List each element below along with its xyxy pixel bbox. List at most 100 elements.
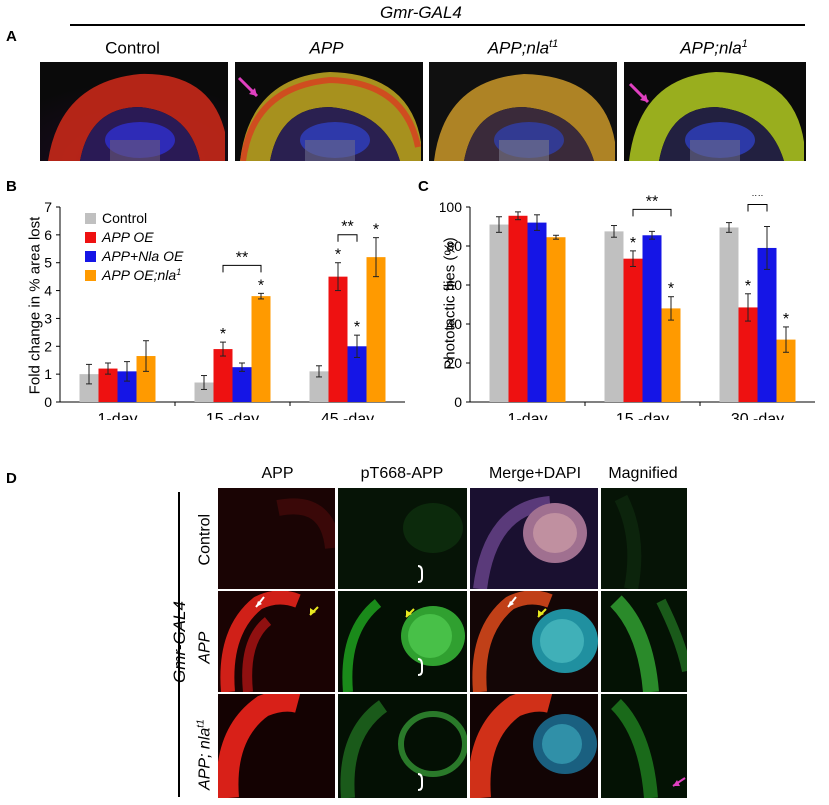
legend-swatch (85, 232, 96, 243)
y-tick-label: 0 (454, 394, 462, 410)
panel-d-image-app-pt668 (338, 591, 467, 692)
panel-d-row-control: Control (196, 513, 214, 566)
panel-d-col-magnified: Magnified (608, 465, 678, 482)
y-tick-label: 40 (446, 316, 462, 332)
y-tick-label: 1 (44, 366, 52, 382)
significance-star: * (373, 222, 379, 239)
significance-star: * (783, 311, 789, 328)
panel-d-image-nlat1-merge (470, 694, 598, 798)
bar (719, 227, 739, 402)
bar (738, 307, 758, 402)
panel-a-label-app-nlat1: APP;nlat1 (487, 38, 559, 58)
significance-bracket (337, 234, 358, 242)
category-label: 1-day (97, 411, 137, 420)
bar (757, 247, 777, 402)
panel-a-label-control: Control (105, 38, 160, 58)
y-tick-label: 2 (44, 338, 52, 354)
legend-label-name: APP+Nla OE (101, 248, 184, 264)
y-tick-label: 3 (44, 310, 52, 326)
panel-d-image-app-magnified (601, 591, 687, 692)
bar (489, 224, 509, 402)
significance-bracket (747, 204, 768, 212)
legend-label-sup: 1 (176, 267, 181, 277)
bar (347, 346, 367, 402)
significance-star: * (745, 278, 751, 295)
bar (98, 368, 118, 402)
legend-swatch (85, 213, 96, 224)
panel-a-label-app-nla1: APP;nla1 (680, 38, 748, 58)
y-tick-label: 6 (44, 227, 52, 243)
significance-bracket (632, 208, 672, 217)
panel-c-letter: C (418, 178, 429, 195)
panel-d-image-nlat1-magnified (601, 694, 687, 798)
panel-a-image-app-nlat1 (429, 62, 617, 161)
significance-bracket-label: ** (341, 219, 353, 236)
legend-label-name: APP OE (101, 229, 154, 245)
category-label: 15 -day (616, 411, 669, 420)
panel-d-col-pt668: pT668-APP (360, 465, 444, 482)
legend-label: APP OE (101, 229, 154, 245)
micrograph-app-nla1 (624, 62, 806, 161)
y-tick-label: 0 (44, 394, 52, 410)
significance-star: * (258, 277, 264, 294)
panel-a-image-control (40, 62, 228, 161)
bar (776, 339, 796, 402)
panel-a-image-app-nla1 (624, 62, 806, 161)
panel-d-letter: D (6, 470, 17, 487)
panel-d-image-control-merge (470, 488, 598, 589)
legend-label: APP+Nla OE (101, 248, 184, 264)
category-label: 30 -day (731, 411, 784, 420)
bar (117, 371, 137, 402)
panel-d-row-app-nlat1: APP; nlat1 (195, 719, 214, 790)
bar (328, 276, 348, 402)
significance-star: * (335, 247, 341, 264)
bar (604, 231, 624, 402)
panel-d-driver-line (178, 492, 180, 797)
y-tick-label: 5 (44, 255, 52, 271)
bar (623, 258, 643, 402)
y-tick-label: 100 (440, 199, 462, 215)
significance-star: * (630, 235, 636, 252)
y-tick-label: 20 (446, 355, 462, 371)
bar (546, 237, 566, 402)
bar (366, 257, 386, 402)
micrograph-app (235, 62, 423, 161)
panel-d-image-control-magnified (601, 488, 687, 589)
significance-bracket (222, 264, 262, 273)
panel-d-image-nlat1-app (218, 694, 335, 798)
panel-d-image-nlat1-pt668 (338, 694, 467, 798)
bar (79, 374, 99, 402)
panel-d-col-app: APP (261, 465, 294, 482)
y-tick-label: 4 (44, 283, 52, 299)
panel-a-driver-line (70, 24, 805, 26)
y-tick-label: 80 (446, 238, 462, 254)
panel-d-image-control-pt668 (338, 488, 467, 589)
bar (527, 222, 547, 402)
bar (136, 356, 156, 402)
micrograph-control (40, 62, 228, 161)
bar (251, 296, 271, 402)
panel-d-driver-label: Gmr-GAL4 (170, 582, 190, 702)
significance-bracket-label: ** (751, 195, 763, 206)
bar (213, 349, 233, 402)
category-label: 45 -day (321, 411, 374, 420)
panel-d-row-app: APP (196, 631, 214, 664)
bar (194, 382, 214, 402)
bar (309, 371, 329, 402)
panel-a-label-app: APP (309, 38, 344, 58)
panel-d-image-control-app (218, 488, 335, 589)
panel-a-image-app (235, 62, 423, 161)
significance-bracket-label: ** (236, 249, 248, 266)
panel-a-driver-label: Gmr-GAL4 (380, 3, 462, 22)
category-label: 1-day (507, 411, 547, 420)
panel-d-col-merge: Merge+DAPI (488, 465, 582, 482)
bar (642, 235, 662, 402)
legend-swatch (85, 270, 96, 281)
legend-label-name: APP OE;nla (101, 267, 176, 283)
legend-label: Control (102, 210, 147, 226)
bar (508, 215, 528, 402)
legend-swatch (85, 251, 96, 262)
legend-label-name: Control (102, 210, 147, 226)
